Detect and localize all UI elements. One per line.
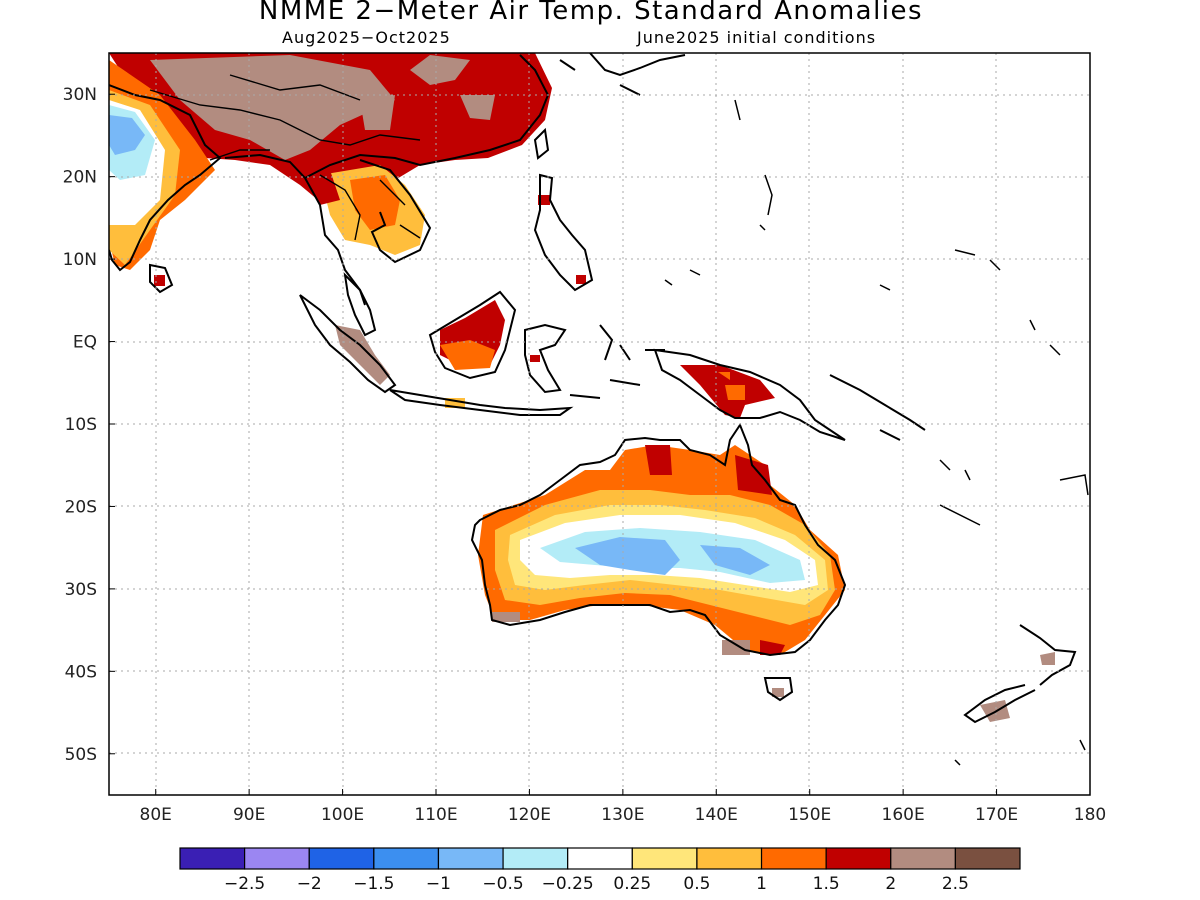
colorbar-swatch	[760, 847, 827, 870]
lon-tick-label: 140E	[695, 805, 738, 825]
colorbar-swatch	[631, 847, 698, 870]
lat-tick-label: EQ	[73, 333, 97, 353]
new-guinea-orange	[718, 372, 745, 400]
coast-new-guinea	[653, 348, 846, 441]
australia-red-patches	[645, 445, 785, 655]
new-zealand-anomaly	[980, 652, 1055, 722]
coast-pacific-islands	[664, 99, 1089, 766]
coast-new-zealand	[963, 624, 1077, 724]
lat-tick-label: 10S	[65, 415, 97, 435]
lon-tick-label: 100E	[321, 805, 364, 825]
colorbar-swatch	[825, 847, 892, 870]
colorbar-swatch	[696, 847, 763, 870]
lon-tick-label: 170E	[975, 805, 1018, 825]
lat-tick-label: 20S	[65, 497, 97, 517]
lon-tick-label: 180	[1074, 805, 1106, 825]
map-title: NMME 2−Meter Air Temp. Standard Anomalie…	[258, 0, 924, 26]
coast-japan-korea	[559, 53, 686, 96]
colorbar-swatch	[567, 847, 633, 870]
australia-cold-core	[575, 537, 770, 575]
colorbar-label: −0.25	[542, 874, 594, 894]
coast-taiwan	[533, 127, 550, 160]
tibet-strong-anomaly	[150, 55, 395, 160]
lon-tick-label: 160E	[882, 805, 925, 825]
colorbar-label: 0.25	[613, 874, 651, 894]
anomaly-shading	[109, 53, 1055, 722]
coast-malaya	[343, 272, 377, 337]
colorbar-swatch	[179, 847, 246, 870]
indochina-hot-core	[350, 175, 400, 230]
sumatra-anomaly	[335, 325, 390, 385]
lon-tick-label: 80E	[140, 805, 172, 825]
coast-moluccas	[569, 324, 665, 399]
coast-sulawesi	[524, 323, 567, 394]
lat-tick-label: 20N	[63, 168, 97, 188]
colorbar-label: −2.5	[224, 874, 265, 894]
colorbar-swatch	[954, 847, 1021, 870]
colorbar-swatch	[244, 847, 310, 870]
colorbar-swatch	[373, 847, 440, 870]
lon-tick-label: 150E	[788, 805, 831, 825]
coast-sri-lanka	[149, 263, 174, 294]
colorbar-label: −0.5	[482, 874, 523, 894]
coast-borneo	[428, 290, 517, 380]
initial-conditions-label: June2025 initial conditions	[637, 28, 877, 47]
colorbar-label: −1	[426, 874, 451, 894]
lat-tick-label: 30N	[63, 85, 97, 105]
coast-java	[389, 389, 574, 416]
myanmar-red	[300, 170, 340, 205]
colorbar-label: −1.5	[353, 874, 394, 894]
coast-borders	[149, 74, 421, 241]
period-label: Aug2025−Oct2025	[282, 28, 451, 47]
coast-bay-bengal-china	[224, 54, 550, 306]
colorbar-label: 2	[885, 874, 896, 894]
map-plot-area	[109, 53, 1090, 795]
coast-sumatra	[299, 294, 397, 394]
lat-tick-label: 50S	[65, 745, 97, 765]
colorbar-label: 0.5	[683, 874, 710, 894]
lon-tick-label: 110E	[414, 805, 457, 825]
borneo-orange	[440, 340, 495, 370]
coast-india	[109, 84, 222, 272]
australia-brown-patches	[492, 612, 784, 697]
lon-tick-label: 120E	[508, 805, 551, 825]
colorbar-label: 1	[756, 874, 767, 894]
colorbar-swatch	[308, 847, 375, 870]
coastlines	[109, 53, 1089, 766]
colorbar-label: 1.5	[813, 874, 840, 894]
coast-solomons	[829, 374, 926, 441]
sri-lanka-red	[154, 275, 165, 286]
longitude-tick-labels: 80E 90E 100E 110E 120E 130E 140E 150E 160E 170E 18…	[140, 789, 1106, 825]
coast-australia	[470, 422, 847, 657]
colorbar: −2.5 −2 −1.5 −1 −0.5 −0.25 0.25 0.5 1 1.5 2 2.5	[179, 847, 1021, 894]
colorbar-swatch	[502, 847, 569, 870]
colorbar-label: −2	[297, 874, 322, 894]
latitude-tick-labels: 30N 20N 10N EQ 10S 20S 30S 40S 50S	[63, 85, 115, 765]
coast-indochina	[359, 159, 432, 264]
lat-tick-label: 40S	[65, 662, 97, 682]
map-frame	[108, 52, 1091, 796]
coast-philippines	[533, 173, 594, 292]
lat-tick-label: 10N	[63, 250, 97, 270]
colorbar-swatch	[437, 847, 504, 870]
lon-tick-label: 130E	[601, 805, 644, 825]
india-colder-anomaly	[109, 115, 145, 155]
lat-tick-label: 30S	[65, 580, 97, 600]
colorbar-swatch	[890, 847, 956, 870]
china-brown-patch	[360, 55, 495, 130]
coast-tasmania	[763, 677, 794, 702]
lon-tick-label: 90E	[233, 805, 265, 825]
grid-lines	[109, 53, 1090, 795]
colorbar-label: 2.5	[942, 874, 969, 894]
